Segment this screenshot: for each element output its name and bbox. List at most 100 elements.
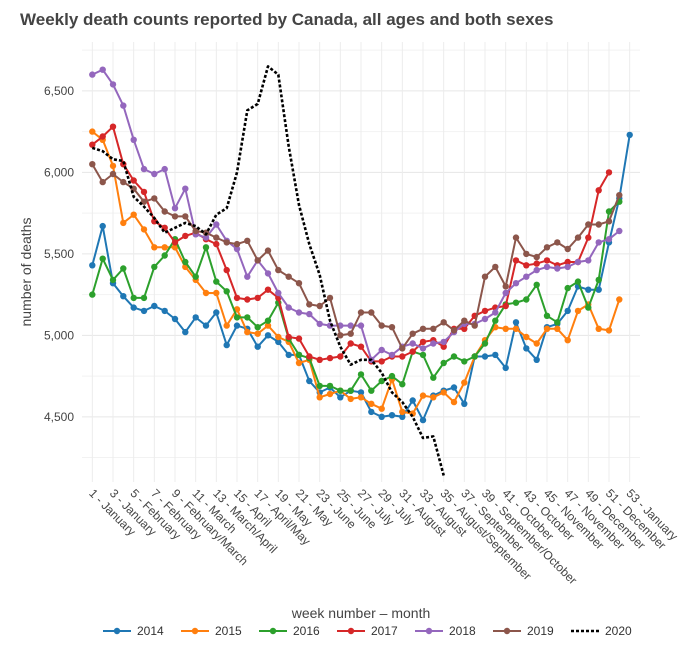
data-point-2015: [399, 408, 406, 416]
data-point-2018: [316, 320, 323, 328]
data-point-2017: [564, 258, 571, 266]
y-tick-label: 6,500: [44, 84, 74, 98]
legend-item-2017: 2017: [337, 624, 398, 638]
data-point-2016: [347, 387, 354, 394]
data-point-2019: [585, 221, 592, 228]
data-point-2018: [357, 322, 365, 329]
data-point-2016: [89, 291, 96, 298]
data-point-2016: [492, 317, 499, 324]
data-point-2015: [89, 128, 96, 135]
data-point-2018: [388, 351, 396, 359]
y-tick-label: 4,500: [44, 410, 74, 424]
data-point-2015: [574, 307, 582, 315]
data-point-2015: [223, 322, 230, 329]
data-point-2019: [264, 247, 272, 254]
data-point-2014: [233, 322, 241, 329]
series-2019: [89, 161, 623, 352]
data-point-2017: [254, 294, 261, 302]
data-point-2015: [543, 325, 551, 332]
data-point-2014: [89, 262, 96, 269]
data-point-2019: [430, 325, 437, 332]
data-point-2019: [378, 322, 385, 329]
data-point-2016: [264, 317, 272, 324]
data-point-2018: [430, 340, 437, 347]
data-point-2019: [523, 250, 530, 258]
legend-label: 2018: [449, 624, 476, 638]
data-point-2018: [564, 263, 571, 271]
series-line-2016: [91, 200, 620, 392]
legend-label: 2014: [137, 624, 164, 638]
data-point-2017: [440, 343, 447, 350]
data-point-2019: [285, 273, 292, 280]
data-point-2018: [89, 71, 96, 78]
data-point-2016: [450, 353, 458, 360]
data-point-2016: [585, 304, 592, 311]
data-point-2015: [295, 359, 303, 367]
data-point-2019: [388, 324, 396, 331]
data-point-2014: [512, 319, 520, 326]
legend-marker: [269, 627, 277, 635]
data-point-2014: [357, 389, 365, 396]
data-point-2015: [264, 322, 272, 329]
data-point-2018: [182, 185, 189, 192]
data-point-2014: [151, 302, 158, 310]
data-point-2017: [316, 356, 323, 363]
data-point-2014: [461, 400, 468, 407]
data-point-2019: [399, 345, 406, 352]
data-point-2016: [233, 314, 241, 321]
data-point-2019: [471, 322, 478, 329]
data-point-2016: [202, 244, 210, 251]
data-point-2016: [595, 276, 602, 284]
data-point-2017: [399, 353, 406, 360]
data-point-2017: [285, 333, 292, 341]
data-point-2018: [244, 273, 251, 280]
data-point-2019: [89, 161, 96, 168]
grid-layer: [82, 42, 640, 482]
legend-item-2019: 2019: [493, 624, 554, 638]
data-point-2015: [357, 394, 365, 401]
data-point-2017: [326, 354, 334, 362]
data-point-2019: [605, 218, 613, 225]
data-point-2014: [564, 307, 571, 315]
data-point-2017: [357, 343, 365, 350]
data-point-2018: [409, 340, 416, 347]
data-point-2018: [264, 270, 272, 277]
data-point-2014: [378, 413, 385, 420]
data-point-2018: [151, 170, 158, 178]
data-point-2018: [574, 258, 582, 266]
data-point-2017: [337, 353, 344, 360]
data-point-2014: [182, 328, 189, 336]
data-point-2019: [554, 239, 561, 246]
data-point-2017: [140, 188, 148, 196]
data-point-2015: [450, 398, 458, 406]
data-point-2017: [130, 177, 137, 184]
data-point-2018: [533, 266, 540, 274]
data-point-2016: [419, 351, 427, 359]
legend-label: 2015: [215, 624, 242, 638]
data-point-2015: [461, 379, 468, 386]
data-point-2016: [254, 324, 261, 331]
data-point-2017: [244, 296, 251, 303]
legend-item-2016: 2016: [259, 624, 320, 638]
data-point-2018: [99, 66, 106, 73]
data-point-2014: [161, 307, 168, 315]
series-2016: [89, 198, 623, 394]
data-point-2018: [306, 310, 313, 318]
data-point-2015: [171, 244, 179, 251]
data-point-2014: [595, 286, 602, 293]
data-point-2014: [368, 408, 375, 416]
data-point-2016: [440, 359, 447, 367]
data-point-2019: [419, 325, 427, 332]
data-point-2019: [595, 221, 602, 228]
y-tick-label: 5,000: [44, 328, 74, 342]
data-point-2015: [202, 289, 210, 297]
data-point-2018: [347, 322, 354, 329]
data-point-2016: [554, 319, 561, 326]
data-point-2014: [99, 222, 106, 230]
data-point-2016: [151, 263, 158, 271]
data-point-2016: [337, 387, 344, 394]
data-point-2019: [533, 253, 540, 261]
legend-marker: [113, 627, 121, 635]
legend: 2014 2015 2016 2017 2018 2019 2020: [103, 624, 632, 638]
data-point-2016: [109, 276, 117, 284]
